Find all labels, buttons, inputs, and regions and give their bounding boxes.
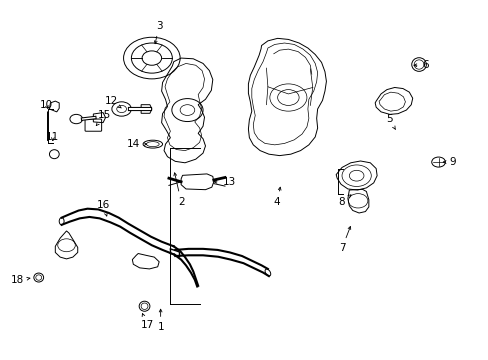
Text: 17: 17 [140,314,153,330]
Text: 12: 12 [105,96,121,108]
Text: 18: 18 [11,275,30,285]
Text: 14: 14 [126,139,146,149]
Text: 5: 5 [385,114,395,129]
Circle shape [123,37,180,79]
Text: 3: 3 [154,21,162,44]
Text: 1: 1 [157,309,163,332]
Text: 10: 10 [40,100,53,110]
Text: 15: 15 [96,111,111,126]
Text: 16: 16 [96,200,109,216]
Text: 4: 4 [273,187,281,207]
Text: 9: 9 [442,157,455,167]
Text: 11: 11 [46,132,60,142]
Text: 2: 2 [174,173,184,207]
Text: 8: 8 [338,195,350,207]
Text: 13: 13 [214,177,235,187]
Text: 6: 6 [413,60,428,70]
Text: 7: 7 [338,226,350,253]
